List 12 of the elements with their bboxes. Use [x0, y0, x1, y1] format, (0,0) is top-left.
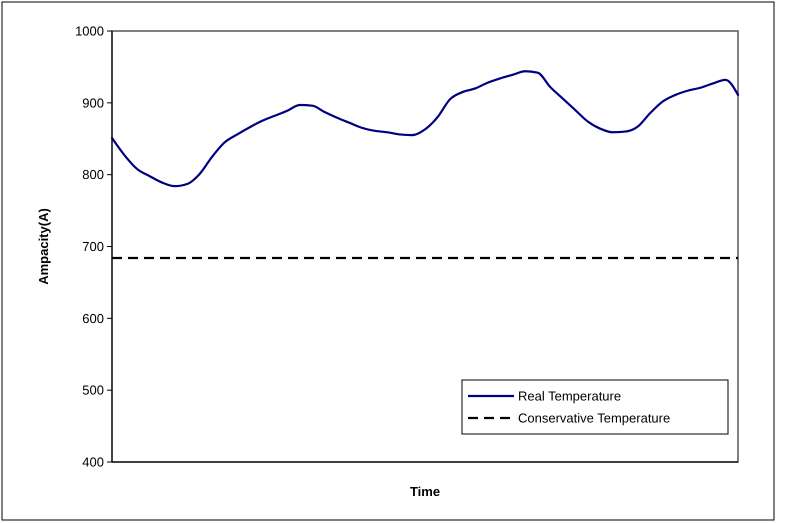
y-axis-title: Ampacity(A)	[36, 208, 51, 285]
y-tick-label: 500	[82, 382, 104, 398]
y-tick-label: 400	[82, 454, 104, 470]
y-tick-label: 1000	[75, 24, 104, 39]
y-tick-label: 800	[82, 167, 104, 182]
x-axis-title: Time	[410, 484, 440, 499]
y-tick-label: 700	[82, 239, 104, 254]
line-series	[110, 70, 740, 188]
y-tick-label: 900	[82, 95, 104, 110]
legend-label: Conservative Temperature	[518, 410, 670, 426]
y-tick-label: 600	[82, 310, 104, 326]
legend-label: Real Temperature	[518, 388, 622, 404]
